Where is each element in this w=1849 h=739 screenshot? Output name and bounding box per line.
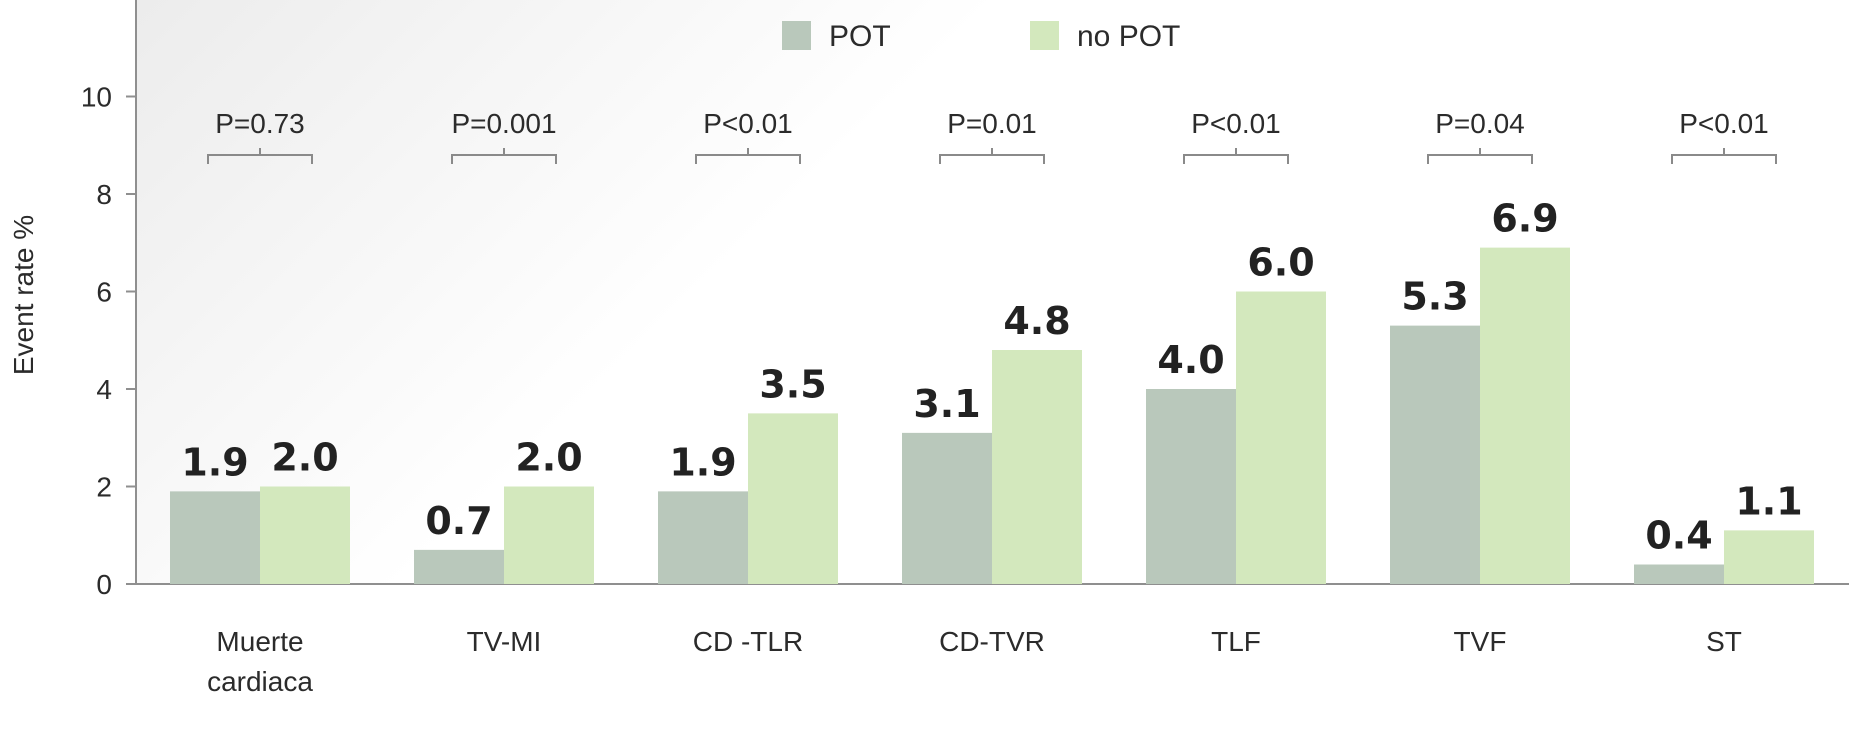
bar-pot xyxy=(658,491,748,584)
y-tick-label: 8 xyxy=(96,179,112,210)
y-tick-label: 10 xyxy=(81,82,112,113)
x-tick-label-line: TV-MI xyxy=(467,626,542,657)
data-label: 0.7 xyxy=(425,499,492,543)
p-value-bracket xyxy=(207,148,313,164)
x-tick-label: CD-TVR xyxy=(939,626,1045,657)
p-value-label: P<0.01 xyxy=(703,108,793,139)
data-label: 1.9 xyxy=(181,440,248,484)
p-value-bracket xyxy=(939,148,1045,164)
data-label: 6.9 xyxy=(1491,197,1558,241)
bar-no-pot xyxy=(992,350,1082,584)
x-tick-label: ST xyxy=(1706,626,1742,657)
bar-pot xyxy=(1146,389,1236,584)
y-tick-label: 2 xyxy=(96,472,112,503)
bar-no-pot xyxy=(504,486,594,584)
y-axis-title: Event rate % xyxy=(8,215,39,375)
bar-no-pot xyxy=(1480,247,1570,584)
bar-pot xyxy=(170,491,260,584)
legend-swatch-no-pot xyxy=(1030,21,1059,50)
x-tick-label-line: TVF xyxy=(1454,626,1507,657)
data-label: 0.4 xyxy=(1645,514,1712,558)
y-tick-label: 4 xyxy=(96,374,112,405)
y-tick-label: 6 xyxy=(96,277,112,308)
data-label: 1.9 xyxy=(669,440,736,484)
data-label: 5.3 xyxy=(1401,275,1468,319)
data-label: 4.8 xyxy=(1003,299,1070,343)
x-tick-label: TVF xyxy=(1454,626,1507,657)
p-value-bracket xyxy=(451,148,557,164)
bar-pot xyxy=(414,549,504,584)
x-tick-label-line: CD-TVR xyxy=(939,626,1045,657)
p-value-label: P<0.01 xyxy=(1191,108,1281,139)
legend-swatch-pot xyxy=(782,21,811,50)
x-tick-label-line: CD -TLR xyxy=(693,626,803,657)
x-tick-label: Muerte cardiaca xyxy=(207,626,313,697)
data-label: 4.0 xyxy=(1157,338,1224,382)
x-tick-label: CD -TLR xyxy=(693,626,803,657)
p-value-bracket xyxy=(1183,148,1289,164)
data-label: 6.0 xyxy=(1247,241,1314,285)
x-tick-label-line: ST xyxy=(1706,626,1742,657)
x-tick-label-line: Muerte xyxy=(216,626,303,657)
bar-no-pot xyxy=(260,486,350,584)
bar-pot xyxy=(1390,325,1480,584)
data-label: 1.1 xyxy=(1735,479,1802,523)
y-tick-label: 0 xyxy=(96,569,112,600)
x-tick-label: TV-MI xyxy=(467,626,542,657)
x-tick-label-line: cardiaca xyxy=(207,666,313,697)
data-label: 3.1 xyxy=(913,382,980,426)
bar-no-pot xyxy=(1236,291,1326,584)
bar-no-pot xyxy=(748,413,838,584)
legend-label-pot: POT xyxy=(829,20,891,53)
legend-label-no-pot: no POT xyxy=(1077,20,1180,53)
p-value-label: P<0.01 xyxy=(1679,108,1769,139)
bar-pot xyxy=(902,432,992,584)
p-value-label: P=0.001 xyxy=(451,108,556,139)
p-value-bracket xyxy=(1427,148,1533,164)
bar-pot xyxy=(1634,564,1724,584)
x-tick-label: TLF xyxy=(1211,626,1261,657)
data-label: 2.0 xyxy=(515,436,582,480)
p-value-label: P=0.73 xyxy=(215,108,305,139)
data-label: 2.0 xyxy=(271,436,338,480)
x-tick-label-line: TLF xyxy=(1211,626,1261,657)
data-label: 3.5 xyxy=(759,362,826,406)
p-value-label: P=0.04 xyxy=(1435,108,1525,139)
p-value-bracket xyxy=(695,148,801,164)
p-value-label: P=0.01 xyxy=(947,108,1037,139)
p-value-bracket xyxy=(1671,148,1777,164)
bar-no-pot xyxy=(1724,530,1814,584)
